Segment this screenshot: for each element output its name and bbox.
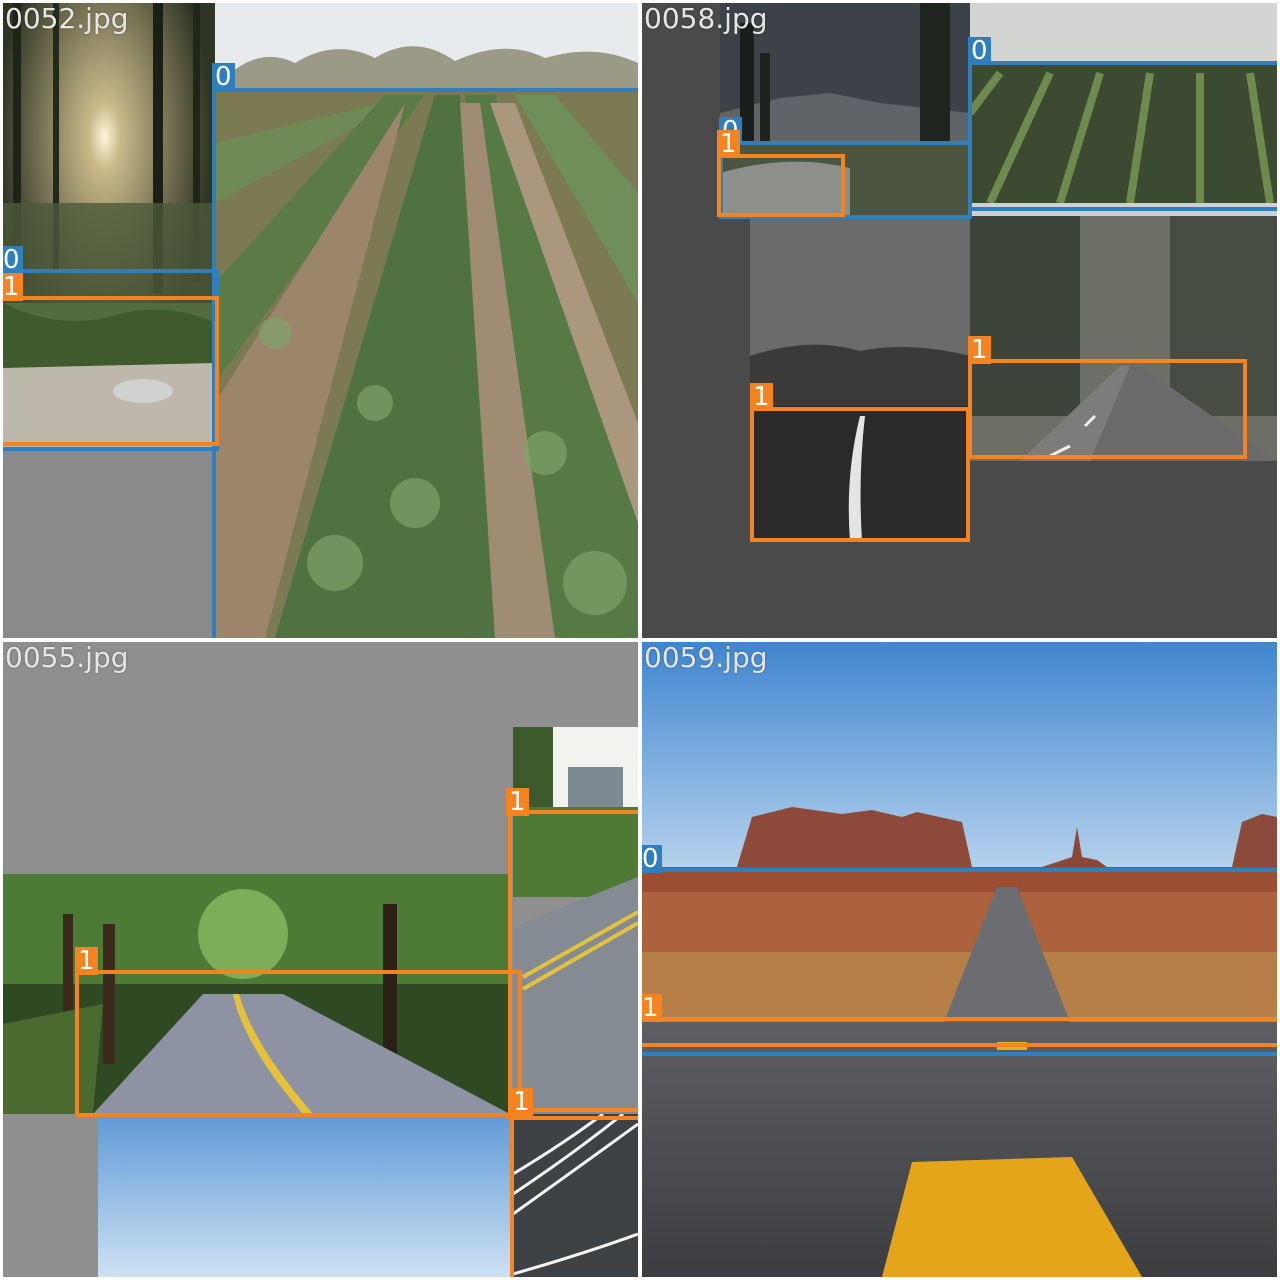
bbox-class1 [508,810,638,1120]
bbox-class1 [717,154,845,217]
bbox-class0 [719,141,972,219]
striped-road-photo [513,1114,638,1277]
bbox-class1-label: 1 [75,947,98,975]
tree-lined-road-photo [970,216,1277,461]
mountain-trail-photo [720,3,970,216]
bbox-class1 [75,970,522,1117]
bbox-class1 [750,407,970,542]
filename-label: 0059.jpg [644,642,768,674]
forest-road-photo [3,874,510,1114]
lettuce-field-photo [215,3,638,638]
bbox-class1-label: 1 [968,336,991,364]
bbox-class1-label: 1 [510,1088,533,1116]
bbox-class1 [3,296,219,446]
suburban-road-photo [513,727,638,1117]
forest-photo [3,3,215,448]
bbox-class0-label: 0 [212,63,235,91]
mosaic-tile-0058: 0058.jpg 0 0 1 1 1 [642,3,1277,638]
bbox-class1-label: 1 [506,788,529,816]
bbox-class1 [968,359,1247,459]
bbox-class1-label: 1 [3,273,23,301]
mosaic-tile-0059: 0059.jpg 0 1 [642,642,1277,1277]
filename-label: 0055.jpg [5,642,129,674]
bbox-class0-label: 0 [642,845,662,873]
bbox-class1 [510,1108,638,1277]
bbox-class0-label: 0 [3,246,23,274]
desert-highway-photo [642,642,1277,1277]
bbox-class1-label: 1 [642,994,662,1022]
mosaic-tile-0052: 0052.jpg 0 0 1 [3,3,638,638]
bbox-class0 [642,868,1277,1056]
bbox-class1-label: 1 [717,130,740,158]
bbox-class1-label: 1 [750,383,773,411]
foggy-road-photo [750,216,970,541]
bbox-class1 [642,1017,1277,1047]
mosaic-tile-0055: 0055.jpg 1 1 1 [3,642,638,1277]
bbox-class0-label: 0 [968,37,991,65]
filename-label: 0052.jpg [5,3,129,35]
bbox-class0 [212,88,638,638]
bbox-class0 [968,61,1277,211]
blue-sky-photo [98,1114,513,1277]
filename-label: 0058.jpg [644,3,768,35]
